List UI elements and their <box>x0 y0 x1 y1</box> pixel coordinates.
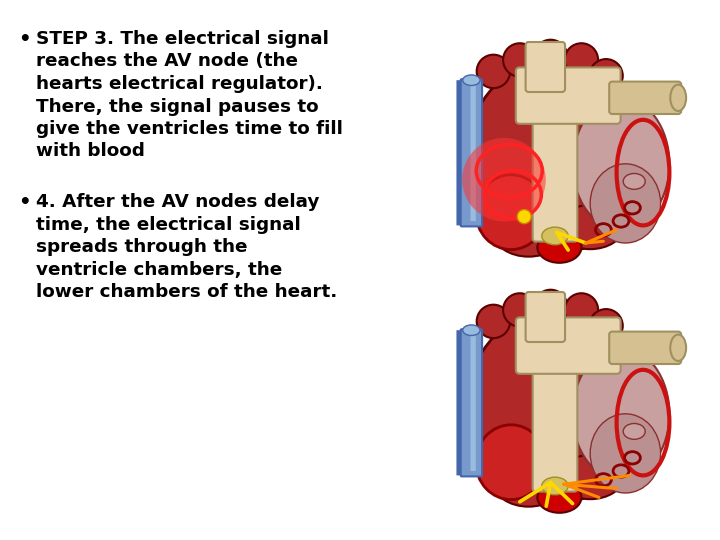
Ellipse shape <box>564 43 598 77</box>
Ellipse shape <box>534 290 567 323</box>
Ellipse shape <box>534 40 567 73</box>
Ellipse shape <box>589 59 623 92</box>
FancyBboxPatch shape <box>471 85 476 221</box>
FancyBboxPatch shape <box>526 292 565 342</box>
Ellipse shape <box>541 227 568 245</box>
Ellipse shape <box>541 477 568 495</box>
Ellipse shape <box>467 308 652 502</box>
Ellipse shape <box>462 138 546 221</box>
Ellipse shape <box>477 55 510 88</box>
FancyBboxPatch shape <box>471 335 476 471</box>
Ellipse shape <box>463 325 480 335</box>
FancyBboxPatch shape <box>609 332 681 364</box>
Ellipse shape <box>624 173 645 190</box>
Text: STEP 3. The electrical signal: STEP 3. The electrical signal <box>36 30 329 48</box>
Text: spreads through the: spreads through the <box>36 238 248 256</box>
Text: •: • <box>18 30 31 49</box>
Ellipse shape <box>589 309 623 342</box>
Text: with blood: with blood <box>36 143 145 160</box>
Text: hearts electrical regulator).: hearts electrical regulator). <box>36 75 323 93</box>
Text: give the ventricles time to fill: give the ventricles time to fill <box>36 120 343 138</box>
Ellipse shape <box>670 85 686 111</box>
Ellipse shape <box>537 482 582 513</box>
Text: time, the electrical signal: time, the electrical signal <box>36 215 301 233</box>
Text: There, the signal pauses to: There, the signal pauses to <box>36 98 319 116</box>
Ellipse shape <box>503 43 536 77</box>
Ellipse shape <box>503 293 536 327</box>
FancyBboxPatch shape <box>456 80 464 225</box>
Ellipse shape <box>467 58 652 252</box>
FancyBboxPatch shape <box>609 82 681 114</box>
Text: 4. After the AV nodes delay: 4. After the AV nodes delay <box>36 193 320 211</box>
Ellipse shape <box>557 205 624 249</box>
Ellipse shape <box>477 305 510 338</box>
FancyBboxPatch shape <box>456 330 464 475</box>
Ellipse shape <box>537 232 582 263</box>
FancyBboxPatch shape <box>516 318 621 374</box>
Ellipse shape <box>572 98 670 230</box>
Text: ventricle chambers, the: ventricle chambers, the <box>36 260 282 279</box>
Ellipse shape <box>572 348 670 480</box>
FancyBboxPatch shape <box>533 121 577 241</box>
Ellipse shape <box>564 293 598 327</box>
Ellipse shape <box>590 414 661 493</box>
Ellipse shape <box>557 455 624 499</box>
Text: •: • <box>18 193 31 212</box>
Ellipse shape <box>493 208 564 256</box>
FancyBboxPatch shape <box>516 68 621 124</box>
Ellipse shape <box>493 458 564 507</box>
FancyBboxPatch shape <box>461 79 482 226</box>
FancyBboxPatch shape <box>533 371 577 491</box>
Ellipse shape <box>463 75 480 85</box>
Ellipse shape <box>476 425 546 500</box>
Text: lower chambers of the heart.: lower chambers of the heart. <box>36 283 337 301</box>
Ellipse shape <box>590 164 661 243</box>
Ellipse shape <box>670 335 686 361</box>
FancyBboxPatch shape <box>526 42 565 92</box>
Ellipse shape <box>624 423 645 440</box>
Ellipse shape <box>476 175 546 249</box>
FancyBboxPatch shape <box>461 329 482 476</box>
Circle shape <box>517 210 531 224</box>
Text: reaches the AV node (the: reaches the AV node (the <box>36 52 298 71</box>
